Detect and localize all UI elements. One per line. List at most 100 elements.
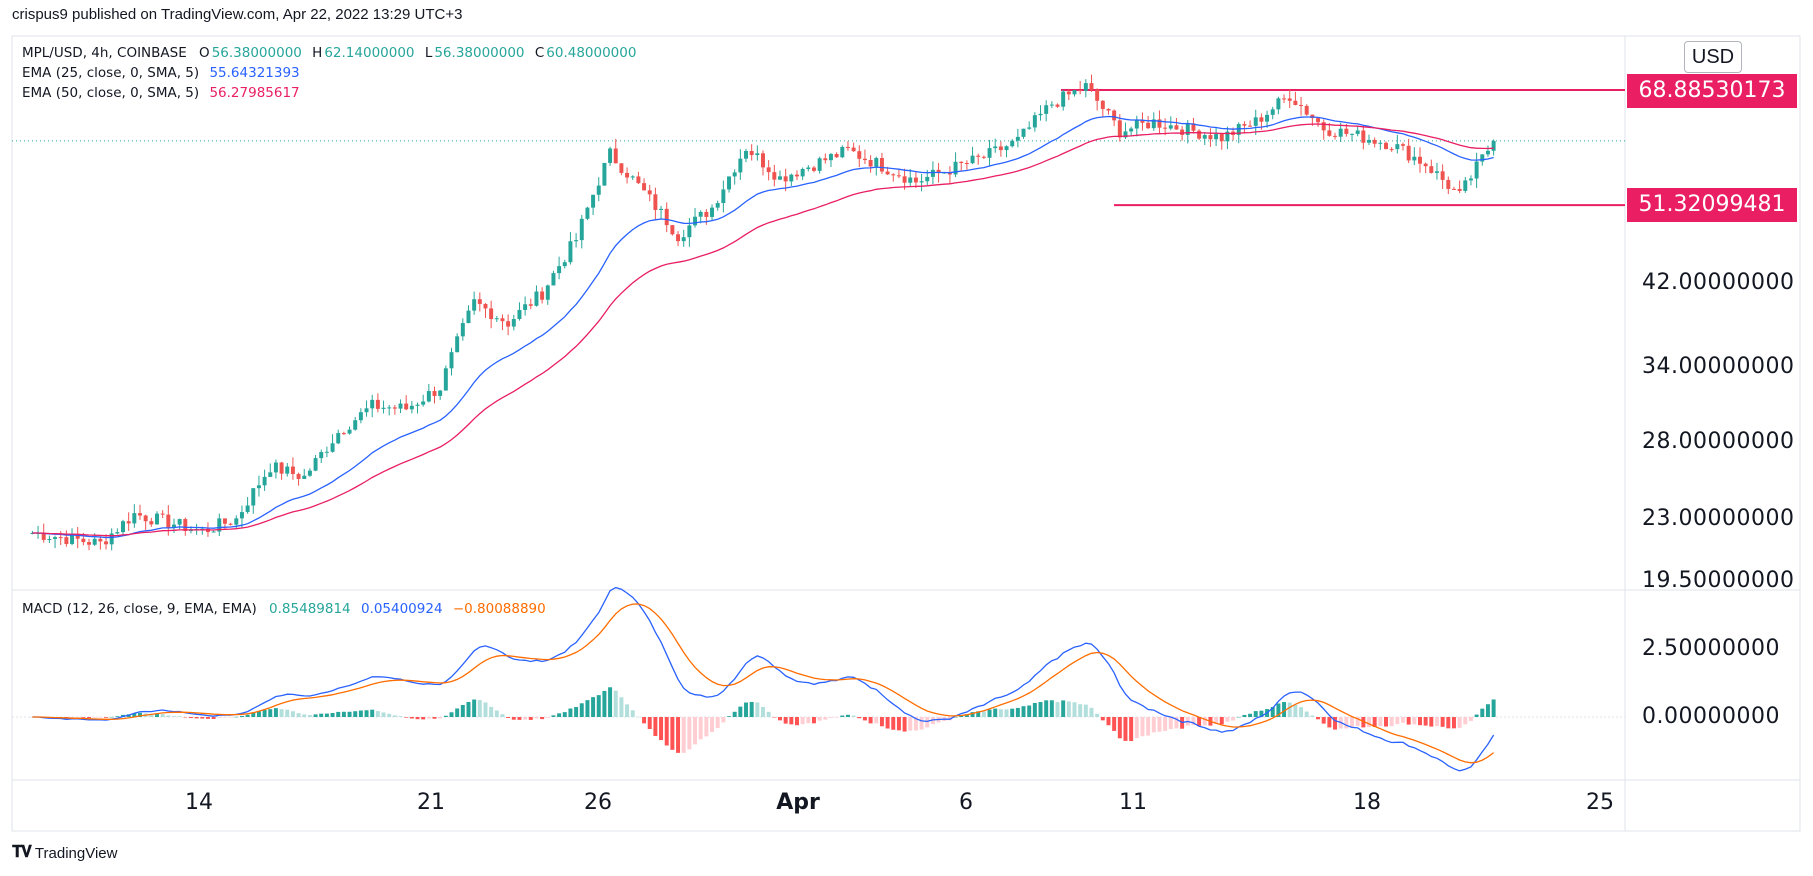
macd-histogram-bar [160,714,165,717]
candle-body [1134,119,1139,129]
macd-histogram-bar [1429,717,1434,727]
candle-body [398,403,403,409]
publish-header: crispus9 published on TradingView.com, A… [12,6,462,23]
candle-body [1004,146,1009,151]
macd-histogram-bar [1219,717,1224,725]
macd-histogram-bar [596,695,601,717]
candle-body [1242,124,1247,126]
candle-body [47,539,52,541]
candle-body [619,163,624,173]
macd-histogram-bar [1259,710,1264,717]
candle-body [1112,110,1117,121]
macd-histogram-bar [1440,717,1445,727]
candle-body [681,237,686,242]
macd-histogram-bar [925,717,930,728]
macd-histogram-bar [1434,717,1439,727]
candle-body [466,310,471,324]
candle-body [789,174,794,182]
macd-histogram-bar [970,712,975,717]
candle-body [823,158,828,161]
candle-body [766,167,771,173]
candle-body [149,521,154,525]
candle-body [647,190,652,195]
candle-body [1202,135,1207,139]
candle-body [1219,134,1224,142]
candle-body [336,433,341,444]
macd-histogram-bar [115,716,120,717]
macd-histogram-bar [811,717,816,724]
legend-macd: MACD (12, 26, close, 9, EMA, EMA) 0.8548… [22,601,548,617]
macd-histogram-bar [574,707,579,717]
candle-body [1015,136,1020,141]
candle-body [1236,124,1241,135]
legend-macd-signal: −0.80088890 [452,601,546,617]
macd-pane[interactable] [12,586,1625,772]
candle-body [1361,130,1366,143]
candle-body [1395,144,1400,150]
chart-frame [11,35,1801,832]
brand-text: TradingView [34,844,118,862]
macd-histogram-bar [205,717,210,719]
macd-histogram-bar [772,717,777,718]
candle-body [256,485,261,489]
candle-body [642,183,647,191]
candle-body [1129,128,1134,132]
macd-histogram-bar [840,715,845,717]
macd-histogram-bar [1021,706,1026,717]
macd-histogram-bar [1491,699,1496,717]
macd-histogram-bar [426,717,431,719]
candle-body [1089,83,1094,90]
macd-histogram-bar [800,717,805,725]
macd-histogram-bar [1078,704,1083,717]
macd-histogram-bar [347,711,352,717]
candle-body [81,538,86,543]
candle-body [1072,90,1077,95]
candle-body [913,177,918,183]
candle-body [891,174,896,176]
legend-macd-label: MACD (12, 26, close, 9, EMA, EMA) [22,601,257,617]
macd-histogram-bar [381,712,386,717]
macd-histogram-bar [540,717,545,720]
candle-body [732,172,737,177]
candle-body [1480,154,1485,162]
candle-body [540,291,545,300]
macd-histogram-bar [1134,717,1139,739]
macd-histogram-bar [268,709,273,717]
candle-body [534,291,539,306]
candle-body [970,155,975,164]
macd-histogram-bar [1361,717,1366,728]
macd-histogram-bar [868,717,873,724]
currency-button[interactable]: USD [1684,41,1742,73]
candle-body [1451,188,1456,190]
candle-body [1299,105,1304,107]
macd-histogram-bar [138,712,142,717]
macd-histogram-bar [341,711,346,717]
candle-body [608,148,613,163]
macd-histogram-bar [1253,711,1258,717]
macd-histogram-bar [664,717,669,746]
candle-body [177,519,182,525]
macd-histogram-bar [749,701,754,717]
candle-body [551,273,556,286]
price-pane[interactable] [12,74,1625,551]
candle-body [239,512,244,519]
candle-body [438,390,443,396]
tradingview-logo[interactable]: 𝐓𝐕 TradingView [12,844,117,862]
macd-histogram-bar [857,717,862,719]
macd-histogram-bar [256,711,261,717]
date-tick: 18 [1353,790,1381,815]
candle-body [64,537,69,544]
macd-tick: 2.50000000 [1642,636,1780,661]
macd-histogram-bar [1072,702,1077,717]
candle-body [1265,114,1270,122]
candle-body [138,513,142,516]
candle-body [370,399,375,409]
candle-body [528,304,533,306]
ema50-line [32,123,1494,537]
candle-body [879,158,884,172]
candle-body [1333,135,1338,137]
macd-histogram-bar [234,716,239,718]
macd-histogram-bar [358,710,363,717]
candle-body [483,303,488,309]
